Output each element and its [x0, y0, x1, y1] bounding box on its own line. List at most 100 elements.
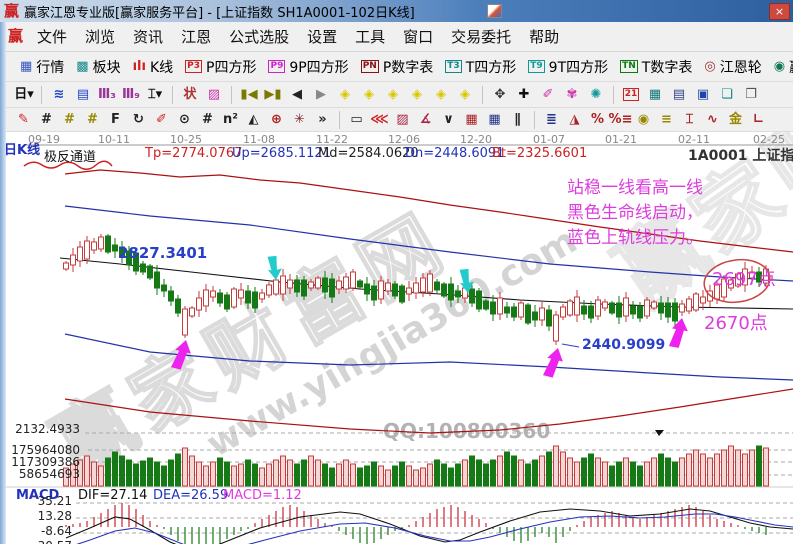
btn-chart-9[interactable]: Ⅲ₉: [119, 88, 143, 101]
btn-t-square[interactable]: T3 T四方形: [439, 57, 522, 77]
btn-calculator[interactable]: ▦: [643, 88, 667, 101]
btn-calendar[interactable]: 21: [619, 88, 643, 101]
btn-gold-lines[interactable]: ≡: [655, 113, 678, 126]
btn-pattern[interactable]: 状: [178, 88, 202, 101]
btn-nav-last[interactable]: ▶▮: [261, 88, 285, 101]
btn-chart-3[interactable]: Ⅲ₃: [95, 88, 119, 101]
btn-gann-grid[interactable]: #: [35, 113, 58, 126]
btn-pencil[interactable]: ✎: [12, 113, 35, 126]
btn-compass[interactable]: ⊕: [265, 113, 288, 126]
toolbar-icon: 日▾: [14, 87, 34, 102]
btn-wave[interactable]: ≋: [47, 88, 71, 101]
btn-crosshair[interactable]: ✚: [512, 88, 536, 101]
btn-percent-tri[interactable]: ◮: [563, 113, 586, 126]
menu-item[interactable]: 设置: [307, 28, 338, 46]
btn-more-tools[interactable]: »: [311, 113, 334, 126]
menu-item[interactable]: 交易委托: [451, 28, 512, 46]
menu-item[interactable]: 文件: [37, 28, 68, 46]
btn-gann-clock[interactable]: ⊙: [173, 113, 196, 126]
btn-gold-circle[interactable]: ◉: [632, 113, 655, 126]
btn-star[interactable]: ✳: [288, 113, 311, 126]
chart-region[interactable]: 赢家财富网 www.yingjia360.com QQ:100800360 赢家…: [0, 132, 793, 544]
btn-t-table[interactable]: TN T数字表: [614, 57, 698, 77]
btn-grid[interactable]: #: [196, 113, 219, 126]
btn-nav-next[interactable]: ▶: [309, 88, 333, 101]
toolbar-icon: ◈: [388, 87, 398, 102]
date-axis-label: 02-25: [753, 133, 785, 146]
btn-stats[interactable]: ≣: [540, 113, 563, 126]
btn-print[interactable]: ❐: [739, 88, 763, 101]
close-button[interactable]: ×: [769, 3, 790, 20]
btn-spiral[interactable]: ↻: [127, 113, 150, 126]
toolbar-label: T数字表: [641, 59, 693, 76]
menu-item[interactable]: 公式选股: [229, 28, 290, 46]
macd-dea-value: DEA=26.59: [153, 488, 229, 503]
btn-percent-lines[interactable]: %≡: [608, 112, 633, 127]
date-axis-label: 11-08: [243, 133, 275, 146]
btn-angle[interactable]: ◭: [242, 113, 265, 126]
btn-period-selector[interactable]: 日▾: [12, 88, 36, 101]
btn-gold-tool[interactable]: 金: [724, 113, 747, 126]
btn-pan-left[interactable]: ◈: [429, 88, 453, 101]
btn-gann-wheel[interactable]: ◎ 江恩轮: [698, 57, 767, 77]
btn-gold-grid-1[interactable]: #: [58, 113, 81, 126]
btn-zoom-in[interactable]: ◈: [381, 88, 405, 101]
btn-zoom-left[interactable]: ◈: [333, 88, 357, 101]
btn-save[interactable]: ▣: [691, 88, 715, 101]
btn-copy[interactable]: ❏: [715, 88, 739, 101]
btn-hatch[interactable]: ▨: [391, 113, 414, 126]
btn-gold-grid-2[interactable]: #: [81, 113, 104, 126]
drawing-tool-icon: ✳: [294, 112, 305, 127]
btn-wave-band[interactable]: ∿: [701, 113, 724, 126]
btn-zoom-right[interactable]: ◈: [357, 88, 381, 101]
menu-item[interactable]: 窗口: [403, 28, 434, 46]
btn-p-table[interactable]: PN P数字表: [355, 57, 440, 77]
toolbar-icon: ◉: [773, 59, 786, 74]
btn-report[interactable]: ▤: [667, 88, 691, 101]
btn-candle-style[interactable]: ⌶▾: [143, 88, 167, 101]
annotation-line: 蓝色上轨线压力。: [567, 228, 703, 248]
btn-p-square[interactable]: P3 P四方形: [179, 57, 262, 77]
btn-parallel-lines[interactable]: ∥: [506, 113, 529, 126]
menu-item[interactable]: 工具: [355, 28, 386, 46]
drawing-tool-icon: %: [590, 112, 605, 127]
btn-candle-edit[interactable]: ⌶: [678, 113, 701, 126]
btn-color-chart[interactable]: ▨: [202, 88, 226, 101]
btn-zigzag[interactable]: ∨: [437, 113, 460, 126]
btn-notes[interactable]: ▤: [71, 88, 95, 101]
toolbar-icon: PN: [360, 60, 379, 73]
menu-item[interactable]: 江恩: [181, 28, 212, 46]
btn-zoom-out[interactable]: ◈: [405, 88, 429, 101]
btn-sectors[interactable]: ▩ 板块: [70, 57, 126, 77]
btn-percent[interactable]: %: [586, 113, 609, 126]
btn-globe[interactable]: ✺: [584, 88, 608, 101]
btn-pan-right[interactable]: ◈: [453, 88, 477, 101]
drawing-tool-icon: %≡: [608, 112, 633, 127]
btn-quotes[interactable]: ▦ 行情: [14, 57, 70, 77]
drawing-tool-icon: ∥: [514, 112, 521, 127]
btn-nav-prev[interactable]: ◀: [285, 88, 309, 101]
btn-angle-line[interactable]: ∟: [747, 113, 770, 126]
btn-draw[interactable]: ✐: [536, 88, 560, 101]
menu-item[interactable]: 资讯: [133, 28, 164, 46]
btn-kline[interactable]: ılı K线: [127, 57, 180, 77]
btn-rays[interactable]: ⋘: [368, 113, 391, 126]
menu-item[interactable]: 帮助: [529, 28, 560, 46]
btn-winner-wheel[interactable]: ◉ 赢家轮: [768, 57, 793, 77]
toolbar-icon: ✺: [590, 87, 602, 102]
menu-item[interactable]: 浏览: [85, 28, 116, 46]
btn-grid-blue[interactable]: ▦: [483, 113, 506, 126]
btn-mark[interactable]: ✾: [560, 88, 584, 101]
btn-hand-tool[interactable]: ✥: [488, 88, 512, 101]
btn-9p-square[interactable]: P9 9P四方形: [262, 57, 354, 77]
btn-9t-square[interactable]: T9 9T四方形: [522, 57, 614, 77]
btn-nav-first[interactable]: ▮◀: [237, 88, 261, 101]
btn-rect-tool[interactable]: ▭: [345, 113, 368, 126]
btn-grid-red[interactable]: ▦: [460, 113, 483, 126]
btn-fib-grid[interactable]: F: [104, 113, 127, 126]
btn-brush[interactable]: ✐: [150, 113, 173, 126]
btn-square-numbers[interactable]: n²: [219, 113, 242, 126]
indicator-dn-value: Dn=2448.6091: [405, 146, 505, 161]
btn-fan[interactable]: ∡: [414, 113, 437, 126]
toolbar-label: 江恩轮: [719, 59, 762, 76]
